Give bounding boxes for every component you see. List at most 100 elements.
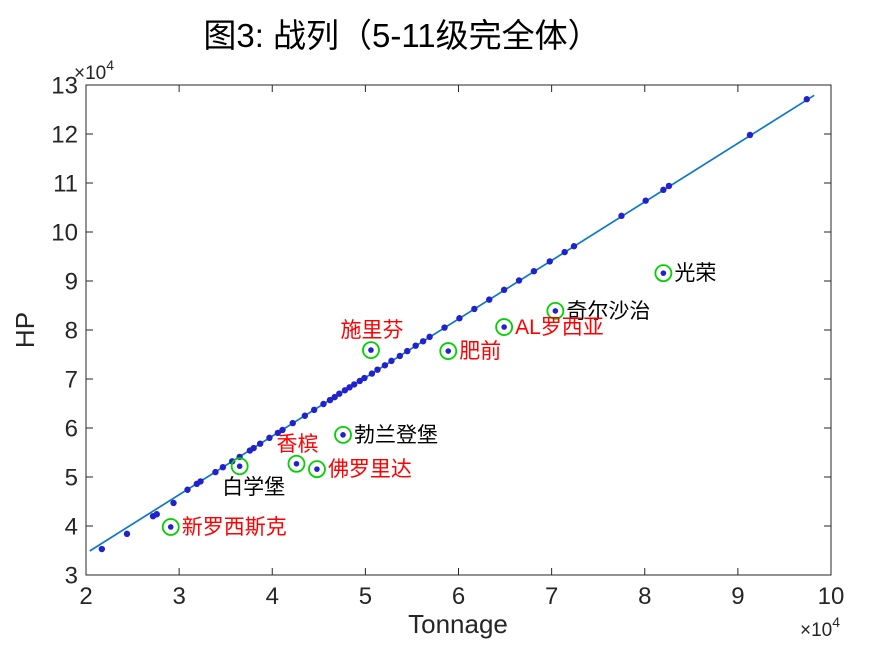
- data-point: [289, 419, 296, 427]
- data-point: [184, 486, 191, 493]
- y-tick-label: 3: [65, 563, 78, 590]
- point-label: AL罗西亚: [515, 316, 604, 339]
- data-point: [256, 440, 264, 447]
- data-point: [500, 286, 508, 294]
- data-point: [546, 258, 553, 265]
- data-point: [803, 96, 810, 103]
- data-point: [170, 499, 177, 507]
- data-point: [153, 511, 160, 518]
- y-tick-label: 6: [65, 416, 78, 443]
- axis-ticks: [85, 84, 832, 576]
- data-point: [351, 381, 358, 388]
- y-tick-label: 11: [53, 171, 78, 198]
- highlight-dot: [660, 270, 667, 276]
- x-tick-label: 7: [545, 583, 558, 610]
- x-tick-label: 3: [172, 583, 185, 610]
- highlight-ring: [495, 318, 514, 336]
- x-axis-label: Tonnage: [408, 609, 508, 639]
- data-point: [197, 478, 204, 485]
- chart-title: 图3: 战列（5-11级完全体）: [203, 17, 600, 54]
- highlight-ring: [654, 264, 673, 283]
- point-label: 白学堡: [222, 476, 285, 499]
- data-point: [98, 545, 106, 553]
- data-point: [561, 248, 568, 256]
- y-tick-label: 7: [65, 367, 78, 394]
- y-tick-label: 4: [65, 514, 78, 541]
- data-point: [388, 357, 395, 365]
- highlight-dot: [552, 308, 559, 314]
- data-point: [266, 434, 273, 441]
- data-point: [368, 370, 376, 377]
- y-tick-label: 9: [65, 269, 78, 296]
- highlight-dot: [445, 348, 452, 354]
- data-point: [310, 406, 318, 414]
- data-point: [618, 212, 625, 220]
- point-label: 施里芬: [340, 319, 403, 342]
- data-point: [530, 268, 538, 275]
- data-point: [123, 530, 131, 538]
- data-point: [746, 131, 754, 139]
- y-tick-label: 13: [51, 73, 78, 100]
- x-tick-label: 8: [638, 583, 651, 610]
- highlight-dot: [368, 347, 374, 353]
- x-tick-label: 10: [818, 583, 845, 610]
- point-label: 佛罗里达: [328, 458, 412, 481]
- trend-line: [89, 94, 815, 552]
- data-point: [212, 468, 219, 476]
- point-label: 光荣: [674, 262, 716, 285]
- highlight-ring: [161, 518, 180, 536]
- data-point: [381, 362, 389, 369]
- highlight-dot: [340, 432, 346, 438]
- highlight-dot: [501, 324, 507, 330]
- scatter-points-group: [98, 96, 810, 553]
- point-label: 奇尔沙治: [566, 300, 650, 323]
- data-point: [642, 197, 649, 204]
- plot-border: [85, 84, 832, 576]
- highlight-dot: [167, 524, 174, 530]
- data-point: [346, 384, 353, 391]
- data-point: [336, 390, 343, 397]
- x-tick-label: 4: [266, 583, 279, 610]
- data-point: [419, 338, 427, 345]
- trend-line-group: [89, 94, 815, 552]
- data-point: [486, 296, 493, 303]
- data-point: [341, 387, 349, 394]
- highlight-ring: [362, 341, 380, 359]
- data-point: [426, 333, 433, 341]
- y-axis-exponent: ×104: [74, 57, 114, 84]
- data-point: [301, 412, 309, 419]
- x-tick-label: 9: [731, 583, 744, 610]
- x-tick-label: 5: [359, 583, 372, 610]
- data-point: [361, 374, 368, 382]
- highlight-ring: [334, 425, 352, 444]
- highlight-ring: [287, 454, 306, 473]
- data-point: [471, 305, 478, 313]
- data-point: [515, 277, 523, 284]
- data-point: [665, 182, 673, 190]
- data-point: [404, 347, 411, 355]
- data-point: [412, 342, 419, 349]
- y-tick-label: 12: [51, 122, 78, 149]
- data-point: [374, 366, 381, 373]
- y-tick-label: 10: [51, 220, 78, 247]
- data-point: [250, 444, 257, 452]
- highlight-dot: [236, 463, 243, 470]
- y-tick-label: 8: [65, 318, 78, 345]
- y-axis-label: HP: [10, 312, 40, 348]
- data-point: [219, 464, 227, 471]
- data-point: [441, 324, 448, 331]
- data-point: [570, 243, 578, 250]
- highlight-dot: [293, 460, 300, 467]
- x-tick-label: 6: [452, 583, 465, 610]
- x-axis-exponent: ×104: [800, 614, 840, 641]
- data-point: [660, 186, 667, 194]
- data-point: [326, 396, 334, 404]
- x-tick-label: 2: [79, 583, 92, 610]
- highlight-ring: [546, 301, 565, 320]
- point-label: 香槟: [276, 433, 318, 456]
- data-point: [279, 426, 286, 434]
- point-label: 肥前: [459, 340, 501, 363]
